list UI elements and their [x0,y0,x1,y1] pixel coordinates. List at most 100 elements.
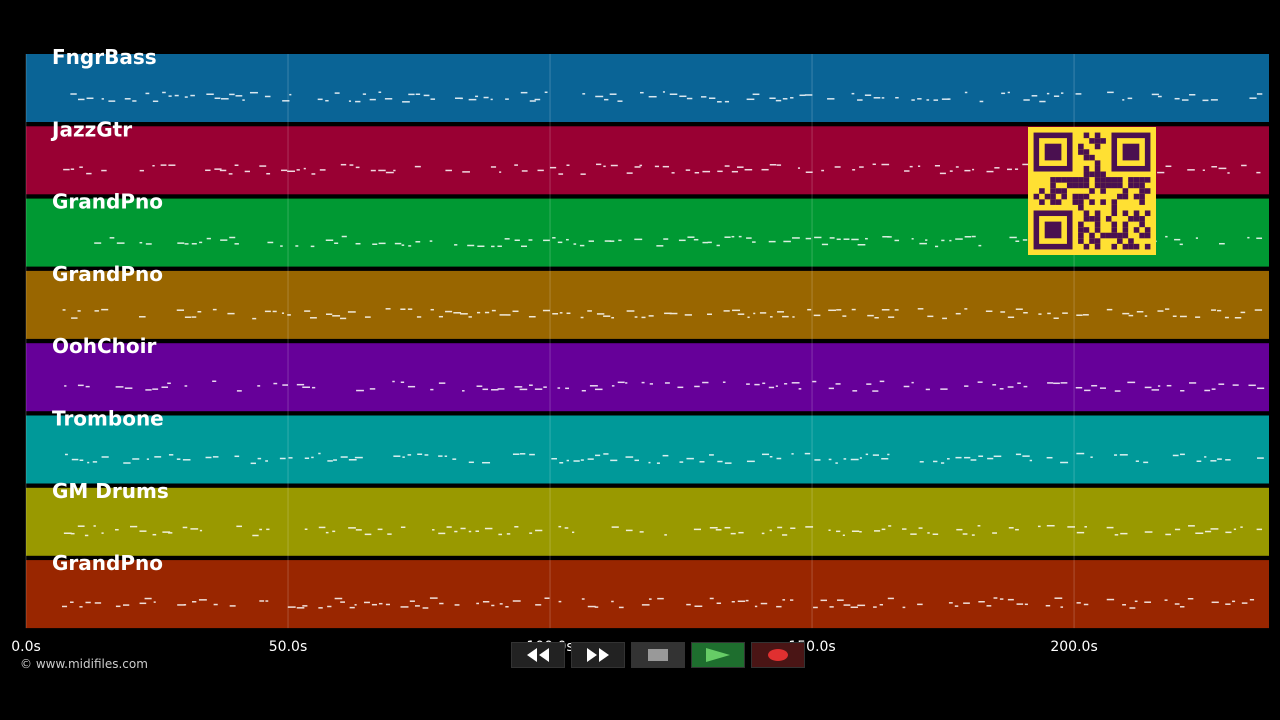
note [265,600,269,602]
note [986,605,992,607]
note [257,385,261,387]
qr-cell [1133,177,1140,183]
forward-button[interactable] [571,642,625,668]
note [309,317,317,319]
qr-cell [1122,210,1129,217]
note [1157,310,1164,312]
note [1174,238,1181,241]
note [611,316,615,319]
qr-cell [1039,188,1045,194]
note [529,532,533,534]
stop-button[interactable] [631,642,685,668]
note [1254,309,1263,311]
note [499,603,503,605]
note [962,533,968,535]
note [183,604,187,606]
note [611,600,614,603]
note [1114,390,1121,392]
note [964,456,971,459]
note [385,171,394,174]
note [1165,533,1171,536]
note [805,237,812,240]
note [197,311,202,313]
note [1257,387,1265,390]
note [1119,454,1128,456]
record-button[interactable] [751,642,805,668]
note [146,458,149,460]
rewind-button[interactable] [511,642,565,668]
note [273,382,278,385]
note [438,315,443,318]
note [1136,311,1144,313]
qr-cell [1144,227,1151,233]
qr-cell [1105,182,1112,189]
note [941,98,950,100]
note [497,388,505,390]
note [760,602,768,605]
note [1180,453,1185,456]
note [925,388,930,391]
note [717,170,723,173]
note [747,316,750,319]
note [942,317,947,320]
note [1144,315,1148,317]
note [229,605,236,607]
note [702,381,709,384]
note [1256,93,1263,95]
notes [62,597,1255,609]
qr-cell [1144,243,1151,250]
qr-cell [1094,238,1101,244]
note [852,390,858,392]
note [295,245,299,247]
note [393,169,396,172]
note [378,602,383,605]
note [311,456,314,459]
note [452,458,457,460]
note [407,454,412,456]
qr-cell [1094,210,1101,217]
note [1023,385,1028,388]
note [192,601,197,603]
play-button[interactable] [691,642,745,668]
note [1166,384,1172,387]
note [1000,311,1006,313]
note [162,91,166,94]
note [992,532,997,534]
note [679,461,684,463]
note [1241,164,1247,167]
qr-cell [1061,188,1067,194]
note [999,598,1004,600]
note [259,165,267,167]
note [71,458,79,461]
note [86,172,92,175]
note [926,99,930,101]
note [746,237,752,239]
note [1008,527,1014,529]
note [1062,312,1068,314]
note [738,235,742,238]
note [1232,600,1236,603]
note [212,308,217,311]
note [872,390,879,392]
note [77,525,85,527]
qr-cell [1078,177,1084,183]
note [408,245,412,247]
note [184,243,189,245]
note [205,169,211,172]
note [604,240,612,242]
note [1122,312,1130,315]
note [318,452,321,455]
note [528,315,536,318]
note [445,310,453,313]
note [484,527,493,530]
note [535,604,542,606]
qr-finder [1044,221,1062,239]
note [77,384,84,387]
note [664,534,667,536]
note [828,387,834,390]
note [566,238,569,241]
qr-cell [1094,165,1101,172]
note [1210,528,1219,530]
note [777,311,784,313]
note [594,388,603,391]
